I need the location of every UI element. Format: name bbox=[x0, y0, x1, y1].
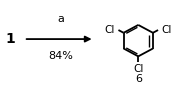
Text: Cl: Cl bbox=[104, 25, 115, 35]
Text: Cl: Cl bbox=[133, 64, 143, 74]
Text: a: a bbox=[57, 14, 64, 24]
Text: 6: 6 bbox=[135, 74, 142, 84]
Text: Cl: Cl bbox=[162, 25, 172, 35]
Text: 84%: 84% bbox=[49, 51, 73, 61]
Text: 1: 1 bbox=[6, 32, 15, 46]
